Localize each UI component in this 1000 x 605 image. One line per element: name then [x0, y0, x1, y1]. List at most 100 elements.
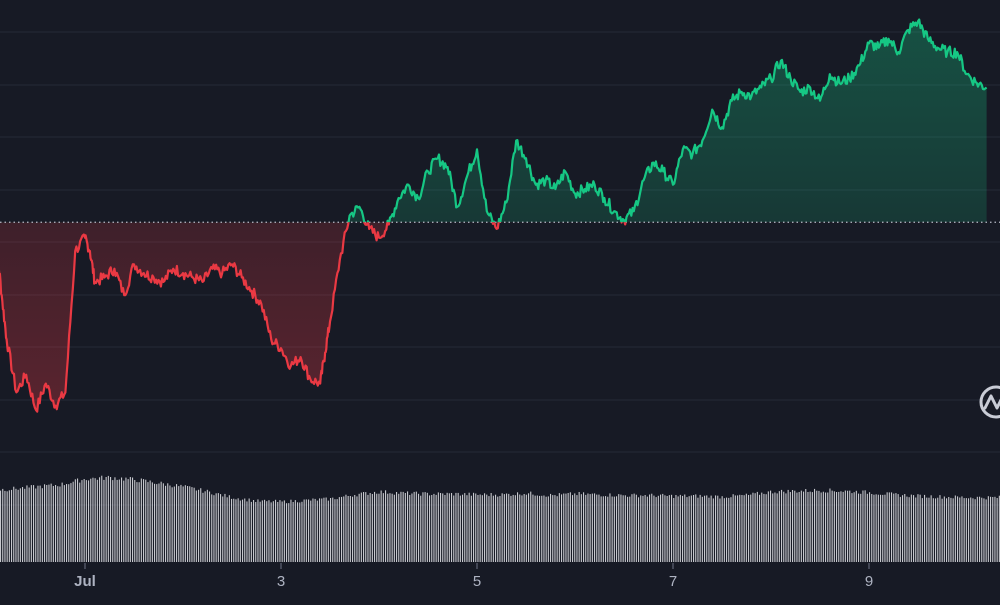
volume-bar [321, 498, 323, 562]
volume-bar [627, 496, 629, 562]
volume-bar [596, 494, 598, 562]
volume-bar [552, 495, 554, 562]
volume-bar [28, 487, 30, 562]
volume-bar [591, 493, 593, 562]
volume-bar [222, 496, 224, 562]
volume-bar [631, 494, 633, 562]
volume-bar [459, 495, 461, 562]
volume-bar [880, 494, 882, 562]
volume-bar [382, 493, 384, 562]
volume-bar [237, 498, 239, 562]
volume-bar [541, 495, 543, 562]
volume-bar [59, 486, 61, 562]
volume-bar [957, 496, 959, 562]
volume-bar [211, 494, 213, 562]
volume-bar [193, 487, 195, 562]
volume-bar [299, 502, 301, 562]
volume-bar [811, 492, 813, 562]
volume-bar [770, 490, 772, 562]
volume-bar [690, 495, 692, 562]
volume-bar [547, 496, 549, 562]
volume-bar [618, 494, 620, 562]
volume-bar [209, 491, 211, 562]
volume-bar [235, 499, 237, 562]
volume-bar [338, 497, 340, 562]
volume-bar [798, 492, 800, 562]
volume-bar [105, 477, 107, 562]
volume-bar [101, 475, 103, 562]
volume-bar [44, 484, 46, 562]
volume-bar [57, 486, 59, 562]
volume-bar [431, 495, 433, 562]
volume-bar [288, 503, 290, 562]
volume-bar [937, 497, 939, 562]
volume-bar [380, 490, 382, 562]
volume-bar [176, 484, 178, 562]
volume-bar [429, 495, 431, 562]
volume-bar [506, 493, 508, 562]
volume-bars [0, 475, 1000, 562]
volume-bar [534, 495, 536, 562]
volume-bar [688, 496, 690, 562]
volume-bar [15, 488, 17, 562]
volume-bar [160, 481, 162, 562]
volume-bar [55, 485, 57, 562]
volume-bar [198, 489, 200, 562]
volume-bar [356, 496, 358, 562]
volume-bar [374, 491, 376, 562]
volume-bar [671, 494, 673, 562]
volume-bar [684, 494, 686, 562]
volume-bar [840, 491, 842, 562]
volume-bar [248, 498, 250, 562]
volume-bar [154, 483, 156, 562]
volume-bar [94, 478, 96, 562]
volume-bar [783, 491, 785, 562]
volume-bar [426, 492, 428, 562]
volume-bar [886, 492, 888, 562]
volume-bar [930, 495, 932, 562]
volume-bar [992, 497, 994, 562]
volume-bar [831, 490, 833, 562]
volume-bar [96, 479, 98, 562]
volume-bar [864, 490, 866, 562]
volume-bar [290, 499, 292, 562]
volume-bar [899, 496, 901, 562]
volume-bar [402, 491, 404, 562]
volume-bar [167, 483, 169, 562]
volume-bar [666, 496, 668, 562]
volume-bar [451, 493, 453, 562]
volume-bar [543, 495, 545, 562]
volume-bar [17, 489, 19, 562]
volume-bar [358, 493, 360, 562]
volume-bar [844, 490, 846, 562]
volume-bar [550, 493, 552, 562]
volume-bar [673, 498, 675, 562]
volume-bar [52, 486, 54, 562]
volume-bar [178, 486, 180, 562]
volume-bar [424, 492, 426, 562]
volume-bar [613, 496, 615, 562]
volume-bar [580, 494, 582, 562]
volume-bar [393, 494, 395, 562]
volume-bar [818, 490, 820, 562]
volume-bar [759, 494, 761, 562]
volume-bar [926, 497, 928, 562]
volume-bar [92, 477, 94, 562]
volume-bar [772, 493, 774, 562]
volume-bar [220, 494, 222, 562]
volume-bar [206, 489, 208, 562]
volume-bar [134, 480, 136, 562]
volume-bar [202, 492, 204, 562]
volume-bar [998, 495, 1000, 562]
volume-bar [825, 492, 827, 562]
volume-bar [4, 490, 6, 562]
volume-bar [943, 496, 945, 562]
volume-bar [488, 496, 490, 562]
volume-bar [567, 493, 569, 562]
volume-bar [519, 494, 521, 562]
volume-bar [651, 493, 653, 562]
volume-bar [261, 500, 263, 562]
volume-bar [833, 491, 835, 562]
volume-bar [481, 495, 483, 562]
volume-bar [50, 483, 52, 562]
